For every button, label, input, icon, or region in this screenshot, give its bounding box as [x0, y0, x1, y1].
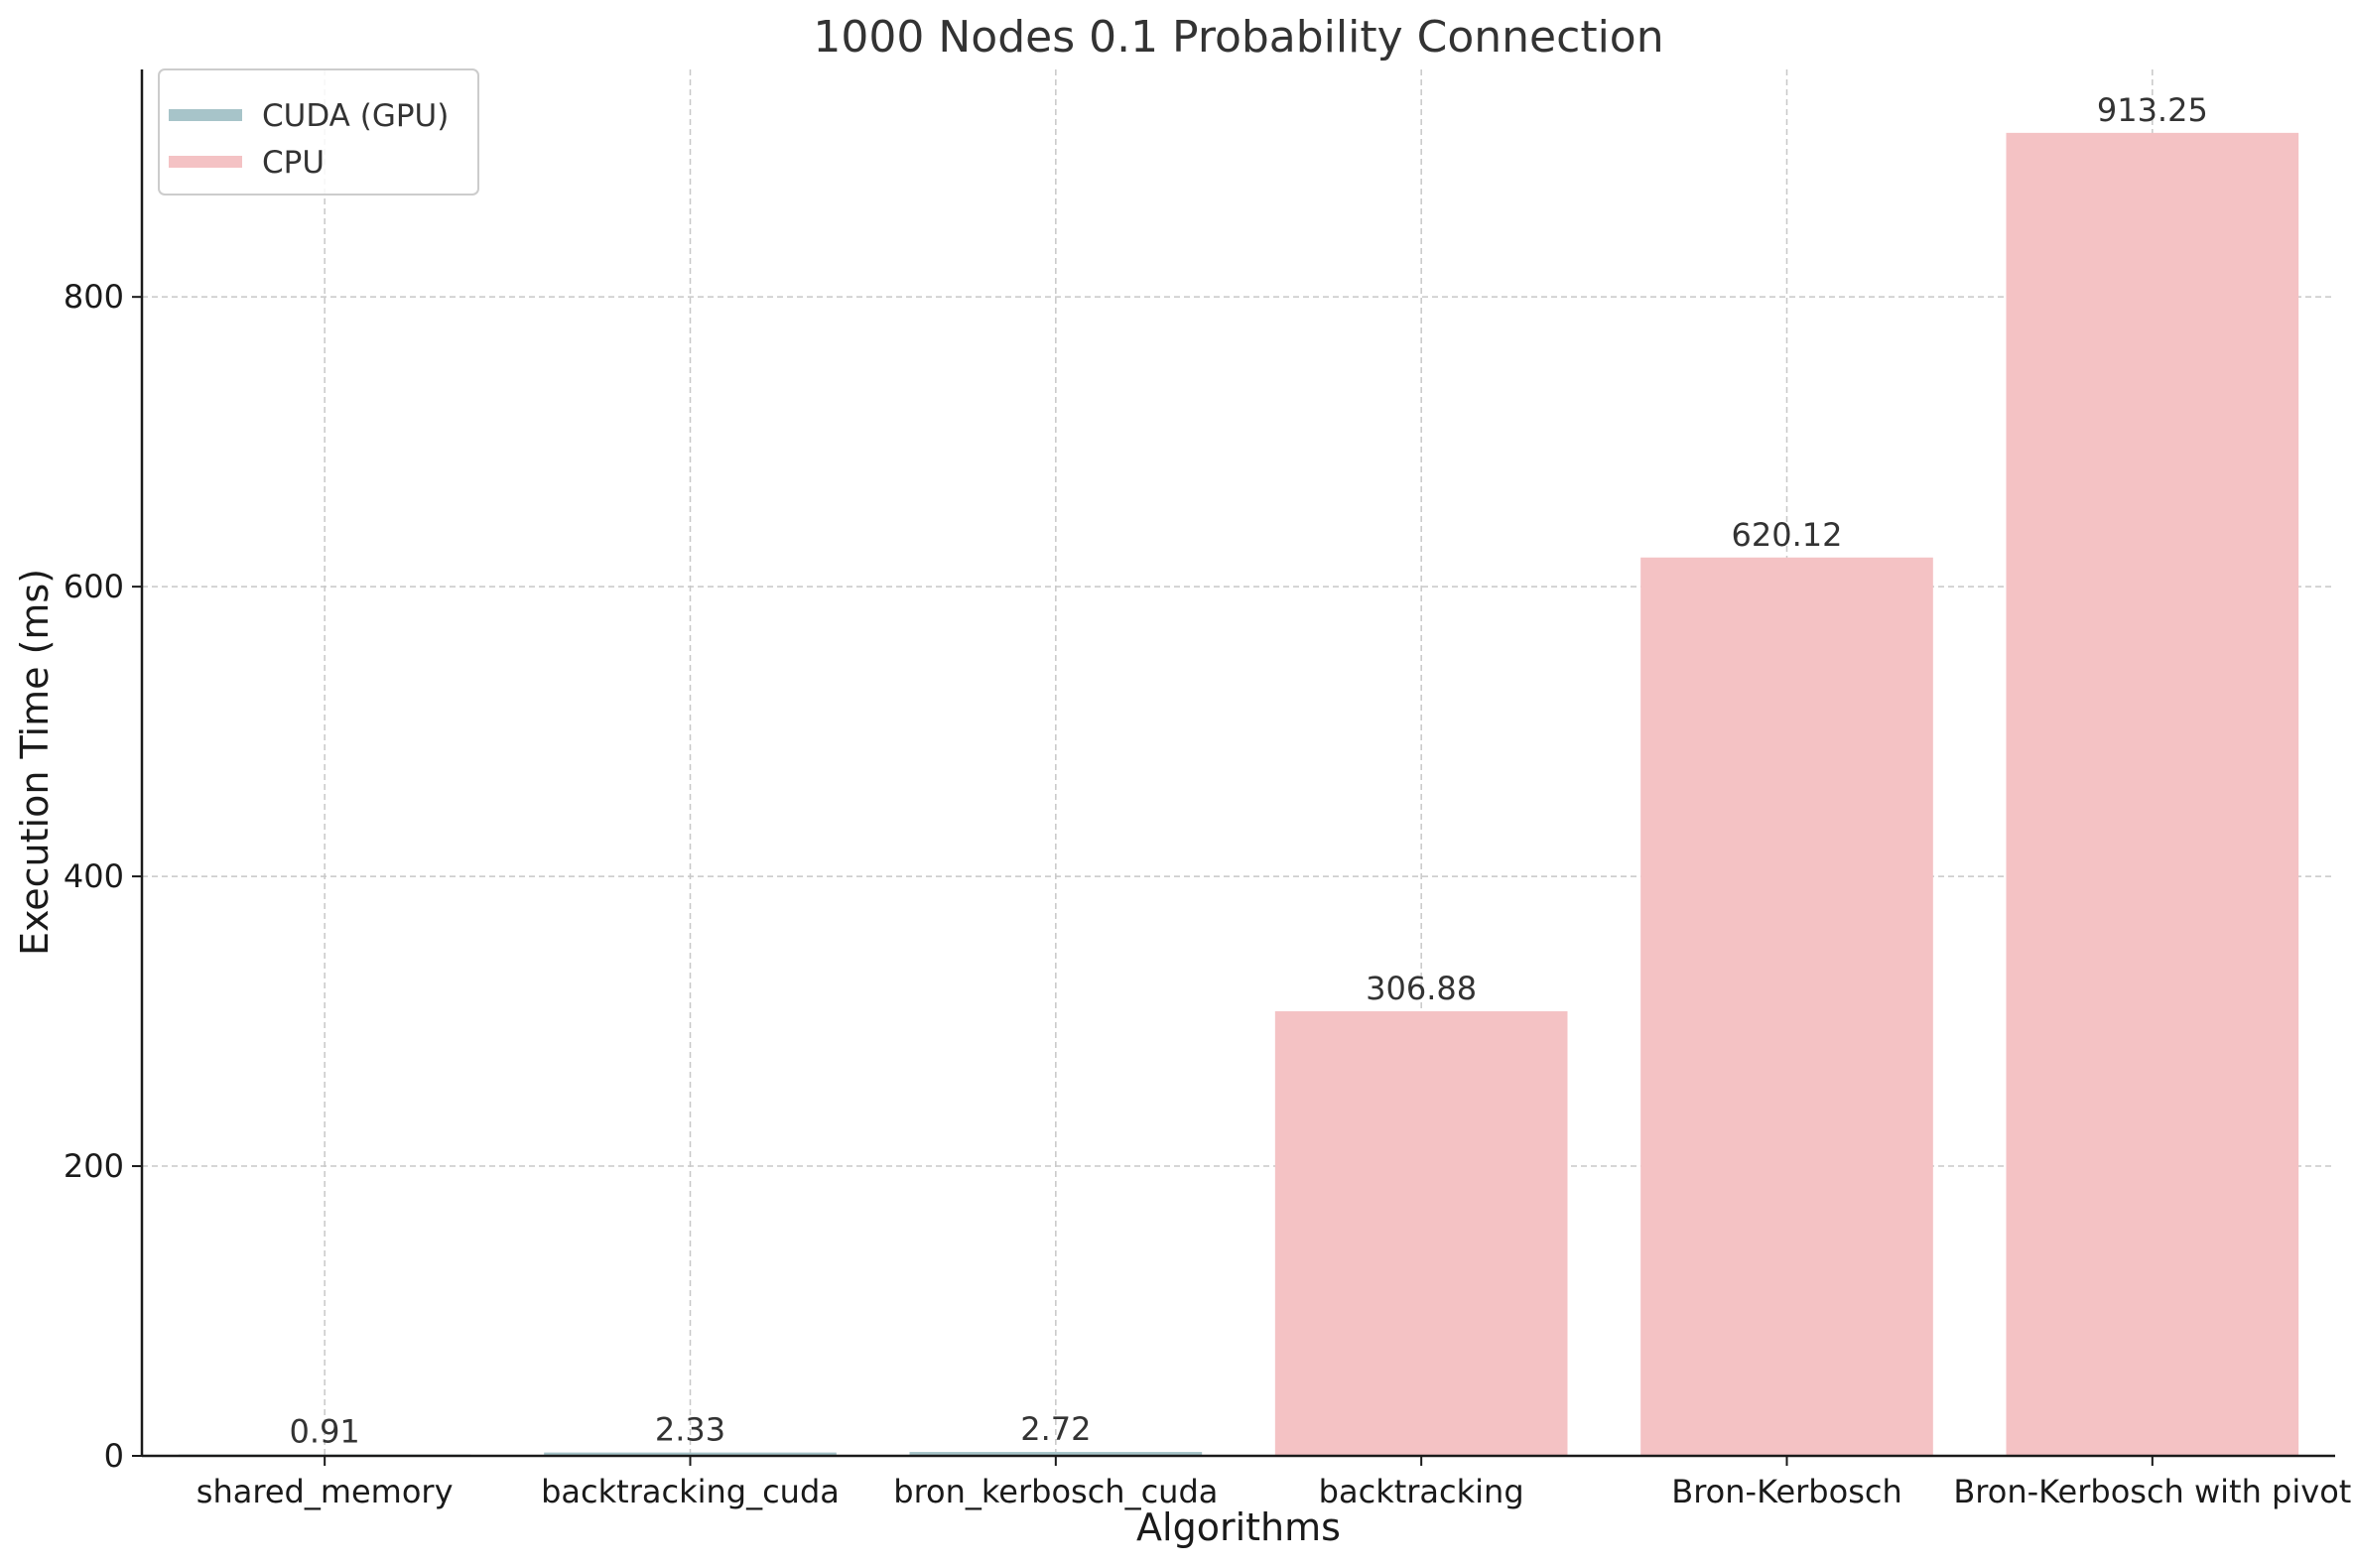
x-tick-label: Bron-Kerbosch: [1671, 1473, 1901, 1510]
legend-label-cpu: CPU: [262, 145, 325, 181]
axes: [132, 69, 2335, 1466]
x-axis-title: Algorithms: [1136, 1505, 1341, 1549]
bar-backtracking-cuda: [544, 1452, 837, 1456]
bars: [178, 132, 2299, 1456]
legend: CUDA (GPU) CPU: [158, 68, 479, 196]
bar-backtracking: [1274, 1011, 1568, 1456]
bar-value-label: 913.25: [2097, 91, 2208, 129]
legend-label-cuda: CUDA (GPU): [262, 98, 449, 134]
x-tick-label: shared_memory: [196, 1473, 454, 1510]
y-tick-label: 400: [64, 857, 124, 895]
y-tick-label: 0: [104, 1437, 124, 1475]
chart-title: 1000 Nodes 0.1 Probability Connection: [813, 12, 1663, 63]
bar-bron-kerbosch: [1640, 557, 1933, 1456]
bar-value-label: 306.88: [1366, 970, 1477, 1007]
bar-value-label: 0.91: [290, 1413, 360, 1451]
y-tick-label: 200: [64, 1147, 124, 1185]
x-tick-label: backtracking_cuda: [541, 1473, 840, 1510]
labels: 0 200 400 600 800 shared_memory 0.91 backtracki…: [64, 91, 2351, 1510]
y-tick-label: 800: [64, 278, 124, 316]
bar-value-label: 2.72: [1020, 1410, 1091, 1448]
x-tick-label: Bron-Kerbosch with pivot: [1953, 1473, 2351, 1510]
y-axis-title: Execution Time (ms): [13, 569, 57, 956]
x-tick-label: bron_kerbosch_cuda: [893, 1473, 1218, 1510]
bar-bron-kerbosch-with-pivot: [2006, 132, 2299, 1456]
y-tick-label: 600: [64, 568, 124, 605]
bar-bron-kerbosch-cuda: [909, 1452, 1203, 1456]
x-tick-label: backtracking: [1319, 1473, 1524, 1510]
bar-value-label: 2.33: [655, 1411, 725, 1449]
bar-value-label: 620.12: [1732, 516, 1843, 554]
